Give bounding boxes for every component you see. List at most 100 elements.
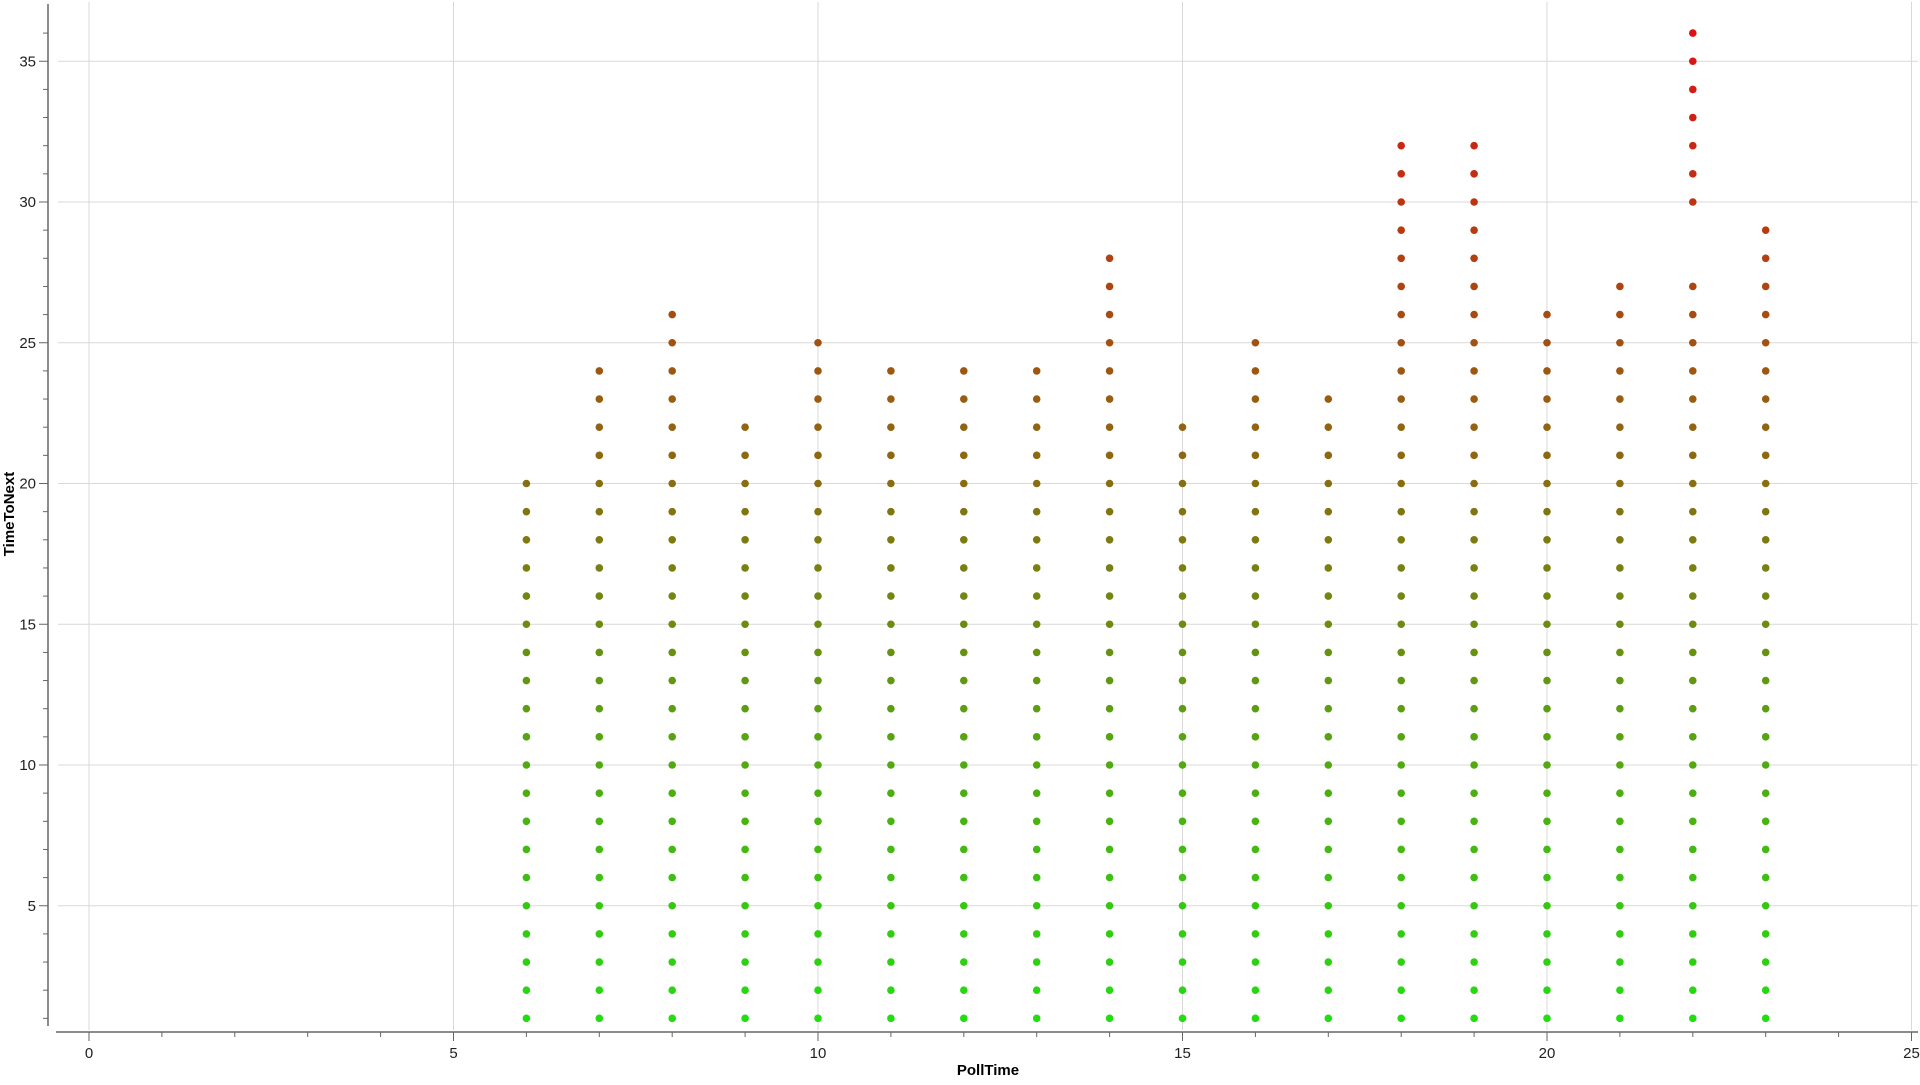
data-point bbox=[668, 395, 676, 403]
data-point bbox=[960, 507, 968, 516]
data-point bbox=[1470, 507, 1478, 516]
data-point bbox=[887, 367, 895, 375]
data-point bbox=[1470, 592, 1478, 600]
data-point bbox=[960, 845, 968, 854]
data-point bbox=[595, 1014, 604, 1023]
data-point bbox=[1761, 507, 1770, 516]
data-point bbox=[1543, 845, 1551, 854]
data-point bbox=[1470, 338, 1478, 347]
data-point bbox=[1032, 845, 1041, 854]
data-point bbox=[1543, 817, 1551, 826]
data-point bbox=[1397, 817, 1405, 826]
data-point bbox=[1470, 704, 1478, 713]
data-point bbox=[1689, 198, 1697, 206]
data-point bbox=[1397, 873, 1405, 882]
data-point bbox=[1689, 845, 1697, 854]
data-point bbox=[960, 564, 968, 572]
data-point bbox=[1397, 423, 1405, 432]
data-point bbox=[887, 451, 895, 460]
data-point bbox=[960, 451, 968, 460]
data-point bbox=[1616, 564, 1624, 572]
data-point bbox=[1397, 451, 1405, 460]
data-point bbox=[1470, 170, 1478, 178]
data-point bbox=[1324, 733, 1333, 741]
data-point bbox=[1470, 564, 1478, 572]
data-point bbox=[1616, 873, 1624, 882]
data-point bbox=[1324, 986, 1333, 994]
data-point bbox=[1470, 282, 1478, 291]
data-point bbox=[1105, 479, 1114, 488]
data-point bbox=[1324, 536, 1333, 544]
data-point bbox=[1470, 761, 1478, 769]
data-point bbox=[1616, 367, 1624, 375]
data-point bbox=[668, 367, 676, 375]
data-point bbox=[1761, 930, 1770, 938]
data-point bbox=[741, 564, 749, 572]
data-point bbox=[887, 648, 895, 657]
data-point bbox=[814, 845, 822, 854]
data-point bbox=[1105, 704, 1114, 713]
data-point bbox=[1543, 564, 1551, 572]
data-point bbox=[522, 536, 531, 544]
data-point bbox=[1470, 620, 1478, 629]
data-point bbox=[1105, 986, 1114, 994]
data-point bbox=[1397, 930, 1405, 938]
data-point bbox=[1470, 873, 1478, 882]
data-point bbox=[960, 648, 968, 657]
data-point bbox=[814, 479, 822, 488]
data-point bbox=[887, 930, 895, 938]
data-point bbox=[814, 507, 822, 516]
data-point bbox=[1543, 367, 1551, 375]
data-point bbox=[1761, 564, 1770, 572]
data-point bbox=[1761, 901, 1770, 910]
data-point bbox=[1616, 986, 1624, 994]
data-point bbox=[595, 817, 604, 826]
data-point bbox=[1032, 479, 1041, 488]
data-point bbox=[1251, 620, 1260, 629]
x-tick-label: 15 bbox=[1174, 1045, 1191, 1062]
data-point bbox=[1251, 733, 1260, 741]
data-point bbox=[1616, 282, 1624, 291]
data-point bbox=[1689, 29, 1697, 37]
y-tick-label: 20 bbox=[19, 476, 36, 493]
data-point bbox=[1616, 761, 1624, 769]
data-point bbox=[887, 817, 895, 826]
data-point bbox=[1324, 507, 1333, 516]
data-point bbox=[522, 620, 531, 629]
data-point bbox=[960, 930, 968, 938]
data-point bbox=[522, 733, 531, 741]
data-point bbox=[1324, 761, 1333, 769]
data-point bbox=[1616, 1014, 1624, 1023]
data-point bbox=[1397, 958, 1405, 966]
data-point bbox=[1251, 536, 1260, 544]
data-point bbox=[960, 592, 968, 600]
data-point bbox=[1178, 479, 1187, 488]
data-point bbox=[814, 338, 822, 347]
data-point bbox=[522, 564, 531, 572]
data-point bbox=[1251, 761, 1260, 769]
data-point bbox=[814, 789, 822, 797]
data-point bbox=[1397, 620, 1405, 629]
data-point bbox=[814, 901, 822, 910]
data-point bbox=[668, 536, 676, 544]
data-point bbox=[1032, 536, 1041, 544]
data-point bbox=[1470, 423, 1478, 432]
data-point bbox=[887, 564, 895, 572]
data-point bbox=[960, 395, 968, 403]
data-point bbox=[1324, 1014, 1333, 1023]
data-point bbox=[960, 676, 968, 685]
data-point bbox=[1251, 395, 1260, 403]
x-tick-label: 10 bbox=[810, 1045, 827, 1062]
data-point bbox=[1324, 648, 1333, 657]
data-point bbox=[1324, 676, 1333, 685]
data-point bbox=[1105, 817, 1114, 826]
data-point bbox=[522, 845, 531, 854]
data-point bbox=[1397, 254, 1405, 263]
data-point bbox=[741, 479, 749, 488]
data-point bbox=[1178, 845, 1187, 854]
data-point bbox=[1689, 536, 1697, 544]
data-point bbox=[1761, 310, 1770, 319]
data-point bbox=[1470, 367, 1478, 375]
data-point bbox=[741, 423, 749, 432]
data-point bbox=[1032, 451, 1041, 460]
